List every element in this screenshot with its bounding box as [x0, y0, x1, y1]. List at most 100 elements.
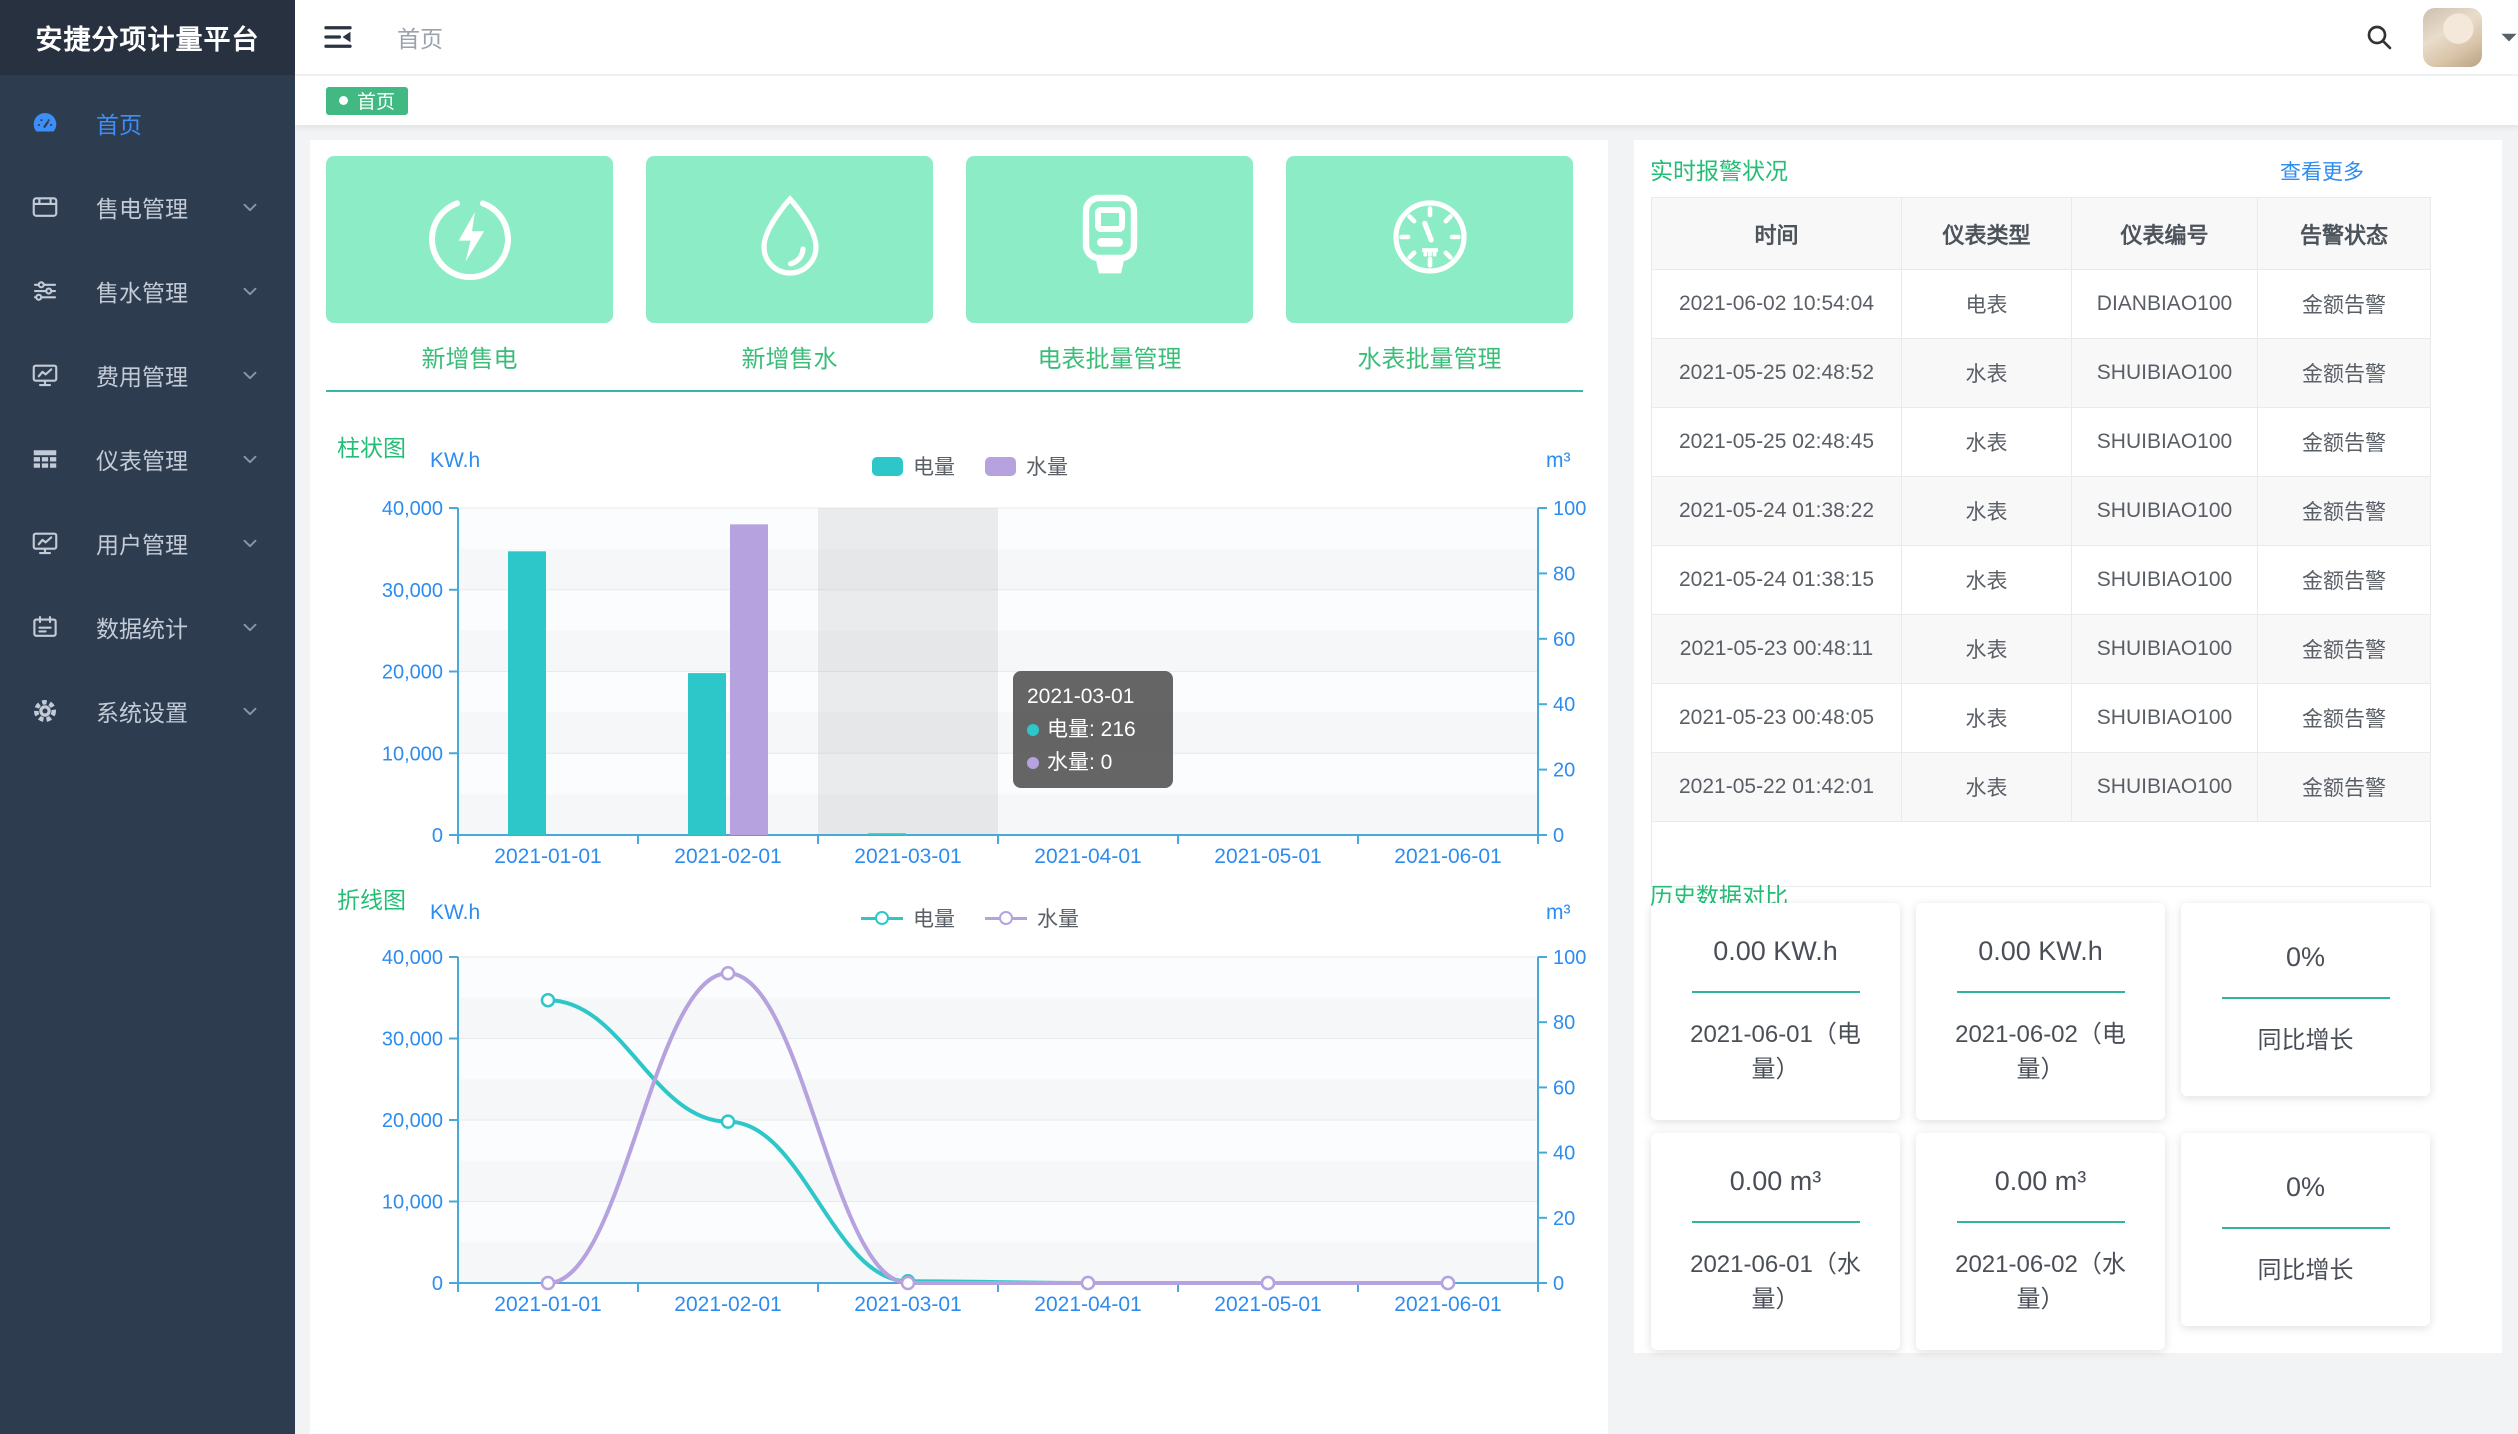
left-axis-unit: KW.h — [430, 449, 480, 472]
monitor-icon — [30, 360, 60, 390]
sidebar-item-system-settings[interactable]: 系统设置 — [0, 669, 295, 753]
table-cell: SHUIBIAO100 — [2071, 614, 2258, 684]
sidebar-collapse-icon[interactable] — [321, 20, 355, 54]
sidebar-item-label: 售水管理 — [96, 280, 188, 306]
section-divider — [326, 390, 1583, 392]
right-axis-unit: m³ — [1546, 449, 1571, 472]
bar-chart-title: 柱状图 — [337, 435, 406, 461]
y-tick-label: 40 — [1553, 694, 1575, 716]
history-cards: 0.00 KW.h 2021-06-01（电量） 0.00 KW.h 2021-06-… — [1651, 903, 2430, 1350]
history-card-value: 0% — [2285, 1171, 2326, 1202]
tooltip-series-dot — [1027, 756, 1039, 769]
quick-action-label: 电表批量管理 — [1037, 346, 1182, 373]
chevron-down-icon[interactable] — [2496, 24, 2518, 50]
table-cell: 2021-05-22 01:42:01 — [1651, 752, 1902, 822]
electricity-meter-batch-button[interactable] — [966, 156, 1253, 323]
right-axis-unit: m³ — [1546, 901, 1571, 924]
view-more-link[interactable]: 查看更多 — [2280, 161, 2364, 184]
bolt-circle-icon — [422, 189, 518, 290]
history-card-value: 0.00 m³ — [1729, 1166, 1822, 1196]
gear-icon — [30, 696, 60, 726]
legend-item-水量[interactable]: 水量 — [985, 451, 1068, 481]
table-cell: 水表 — [1901, 338, 2072, 408]
y-tick-label: 20,000 — [382, 662, 443, 684]
split-area — [458, 548, 1538, 590]
sidebar-item-user-management[interactable]: 用户管理 — [0, 501, 295, 585]
hover-band — [818, 508, 998, 835]
point-水量 — [1080, 1275, 1096, 1291]
table-cell: 金额告警 — [2257, 545, 2431, 615]
board-icon — [30, 612, 60, 642]
alarm-panel-title: 实时报警状况 — [1650, 158, 1788, 184]
gauge-icon — [1382, 189, 1478, 290]
tooltip-text: 水量: 0 — [1047, 751, 1113, 774]
x-tick-label: 2021-06-01 — [1394, 845, 1501, 868]
history-card-value: 0% — [2285, 941, 2326, 972]
line-chart-canvas[interactable]: KW.h m³ 40,000 30,000 20,000 10,000 0 100 80 60 40… — [330, 877, 1610, 1333]
point-电量 — [720, 1114, 736, 1129]
bar-chart-canvas[interactable]: KW.h m³ 40,000 30,000 20,000 10,000 0 100 80 60 40… — [330, 425, 1610, 881]
sidebar-item-data-statistics[interactable]: 数据统计 — [0, 585, 295, 669]
table-cell: SHUIBIAO100 — [2071, 476, 2258, 546]
legend-item-水量[interactable]: 水量 — [985, 903, 1079, 933]
y-tick-label: 20 — [1553, 760, 1575, 782]
x-tick-label: 2021-03-01 — [854, 845, 961, 868]
dashboard-icon — [30, 108, 60, 138]
y-tick-label: 20,000 — [382, 1110, 443, 1132]
table-cell: 水表 — [1901, 545, 2072, 615]
x-tick-label: 2021-06-01 — [1394, 1293, 1501, 1316]
split-area — [458, 997, 1538, 1039]
tooltip-text: 电量: 216 — [1047, 718, 1136, 741]
sidebar-item-label: 数据统计 — [96, 616, 188, 642]
point-水量 — [540, 1275, 556, 1291]
split-area — [458, 957, 1538, 998]
sidebar-item-electricity-sales[interactable]: 售电管理 — [0, 165, 295, 249]
y-tick-label: 0 — [1553, 1273, 1564, 1295]
table-cell: 水表 — [1901, 407, 2072, 477]
y-tick-label: 40,000 — [382, 947, 443, 969]
table-row: 2021-05-25 02:48:45 水表 SHUIBIAO100 金额告警 — [1651, 407, 2431, 477]
tag-home[interactable]: 首页 — [326, 86, 409, 115]
y-tick-label: 100 — [1553, 947, 1586, 969]
split-area — [458, 589, 1538, 631]
table-cell: SHUIBIAO100 — [2071, 407, 2258, 477]
table-empty-row — [1651, 821, 2431, 887]
water-meter-batch-button[interactable] — [1286, 156, 1573, 323]
add-electricity-sale-button[interactable] — [326, 156, 613, 323]
history-card-divider — [1956, 1221, 2125, 1223]
sidebar-item-water-sales[interactable]: 售水管理 — [0, 249, 295, 333]
chevron-down-icon — [239, 700, 261, 722]
bar-水量 — [730, 524, 768, 835]
chevron-down-icon — [239, 448, 261, 470]
sidebar-item-fee-management[interactable]: 费用管理 — [0, 333, 295, 417]
legend-label: 水量 — [1026, 456, 1068, 479]
sidebar-item-label: 仪表管理 — [96, 448, 188, 474]
table-cell: 金额告警 — [2257, 683, 2431, 753]
legend-item-电量[interactable]: 电量 — [861, 903, 955, 933]
table-cell: 水表 — [1901, 614, 2072, 684]
chevron-down-icon — [239, 196, 261, 218]
column-header: 告警状态 — [2257, 197, 2431, 270]
split-area — [458, 1201, 1538, 1243]
sidebar-item-home[interactable]: 首页 — [0, 81, 295, 165]
side-panel: 实时报警状况 查看更多 时间 仪表类型 仪表编号 告警状态 2021-06-02 10… — [1634, 140, 2502, 1353]
avatar[interactable] — [2423, 7, 2482, 67]
sidebar-item-meter-management[interactable]: 仪表管理 — [0, 417, 295, 501]
table-cell: SHUIBIAO100 — [2071, 545, 2258, 615]
y-tick-label: 60 — [1553, 629, 1575, 651]
column-header: 时间 — [1651, 197, 1902, 270]
y-tick-label: 40 — [1553, 1143, 1575, 1165]
table-cell: 金额告警 — [2257, 407, 2431, 477]
history-card-label: 同比增长 — [2257, 1026, 2354, 1054]
search-icon[interactable] — [2363, 21, 2395, 53]
add-water-sale-button[interactable] — [646, 156, 933, 323]
history-card: 0.00 KW.h 2021-06-01（电量） — [1651, 903, 1900, 1120]
app-title: 安捷分项计量平台 — [0, 0, 295, 75]
point-水量 — [720, 966, 736, 981]
line-chart: 折线图 电量 水量 KW.h m³ 40,000 30,000 20,000 10,000 0… — [330, 877, 1610, 1333]
legend-item-电量[interactable]: 电量 — [872, 451, 955, 481]
bar-chart: 柱状图 电量 水量 KW.h m³ 40,000 30,000 20,000 10,000 0… — [330, 425, 1610, 881]
split-area — [458, 1242, 1538, 1283]
meter-device-icon — [1062, 189, 1158, 290]
point-水量 — [1440, 1275, 1456, 1291]
